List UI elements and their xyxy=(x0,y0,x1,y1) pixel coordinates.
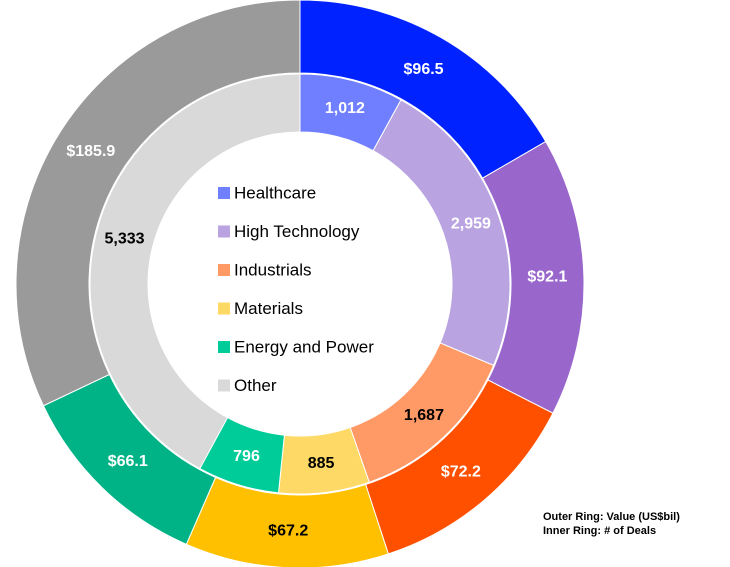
legend-label: Other xyxy=(234,376,277,395)
ring-segment xyxy=(89,73,301,470)
data-label: $66.1 xyxy=(108,453,148,470)
data-label: $72.2 xyxy=(441,463,481,480)
outer-ring-note: Outer Ring: Value (US$bil) xyxy=(543,511,680,523)
data-label: 885 xyxy=(308,455,335,472)
legend-swatch xyxy=(218,341,230,353)
legend-swatch xyxy=(218,264,230,276)
data-label: 1,687 xyxy=(404,407,444,424)
data-label: 2,959 xyxy=(451,216,491,233)
ring-segment xyxy=(15,0,301,407)
data-label: $185.9 xyxy=(66,143,115,160)
legend-label: High Technology xyxy=(234,222,360,241)
legend-label: Energy and Power xyxy=(234,337,374,356)
data-label: $92.1 xyxy=(527,269,567,286)
legend-swatch xyxy=(218,187,230,199)
legend-label: Healthcare xyxy=(234,183,316,202)
data-label: $67.2 xyxy=(268,522,308,539)
data-label: 1,012 xyxy=(325,100,365,117)
legend-swatch xyxy=(218,225,230,238)
data-label: $96.5 xyxy=(404,61,444,78)
legend-label: Industrials xyxy=(234,260,311,279)
legend-swatch xyxy=(218,379,230,392)
data-label: 796 xyxy=(233,448,260,465)
inner-ring-note: Inner Ring: # of Deals xyxy=(543,525,656,537)
legend-label: Materials xyxy=(234,299,303,318)
legend-swatch xyxy=(218,302,230,315)
data-label: 5,333 xyxy=(105,231,145,248)
